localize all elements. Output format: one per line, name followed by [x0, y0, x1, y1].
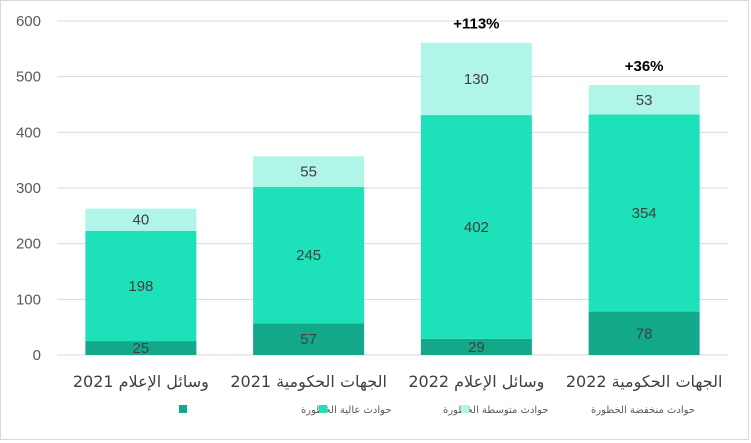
x-category-label: وسائل الإعلام 2021: [73, 372, 209, 392]
data-label: 130: [464, 71, 489, 88]
y-tick-label: 300: [16, 180, 41, 197]
x-category-label: وسائل الإعلام 2022: [408, 372, 544, 392]
bar-segment: [420, 338, 532, 355]
legend-label: حوادث عالية الخطورة: [301, 405, 392, 416]
bar-segment: [588, 85, 700, 115]
data-label: 354: [632, 205, 657, 222]
y-tick-label: 100: [16, 291, 41, 308]
bar-segment: [253, 186, 365, 324]
growth-annotation: +113%: [453, 16, 499, 33]
bar-segment: [85, 341, 197, 355]
legend-label: حوادث متوسطة الخطورة: [443, 405, 549, 416]
data-label: 402: [464, 219, 489, 236]
legend-label: حوادث منخفضة الخطورة: [591, 405, 695, 416]
y-tick-label: 200: [16, 236, 41, 253]
y-tick-label: 0: [33, 347, 41, 364]
x-category-label: الجهات الحكومية 2021: [230, 372, 387, 392]
y-tick-label: 600: [16, 13, 41, 30]
bar-segment: [588, 114, 700, 312]
y-tick-label: 400: [16, 124, 41, 141]
data-label: 245: [296, 247, 321, 264]
bar-segment: [420, 115, 532, 339]
data-label: 53: [636, 92, 653, 109]
data-label: 57: [300, 331, 317, 348]
bar-segment: [253, 323, 365, 355]
growth-annotation: +36%: [625, 58, 664, 75]
y-tick-label: 500: [16, 69, 41, 86]
bar-segment: [420, 42, 532, 116]
data-label: 25: [133, 340, 150, 357]
bar-segment: [85, 208, 197, 231]
legend-swatch: [179, 405, 187, 413]
legend-swatch: [461, 405, 469, 413]
data-label: 78: [636, 325, 653, 342]
data-label: 55: [300, 164, 317, 181]
bar-segment: [588, 311, 700, 355]
x-category-label: الجهات الحكومية 2022: [566, 372, 723, 392]
bar-segment: [85, 230, 197, 342]
data-label: 29: [468, 339, 485, 356]
bar-segment: [253, 156, 365, 187]
data-label: 198: [128, 278, 153, 295]
data-label: 40: [133, 212, 150, 229]
legend-swatch: [319, 405, 327, 413]
